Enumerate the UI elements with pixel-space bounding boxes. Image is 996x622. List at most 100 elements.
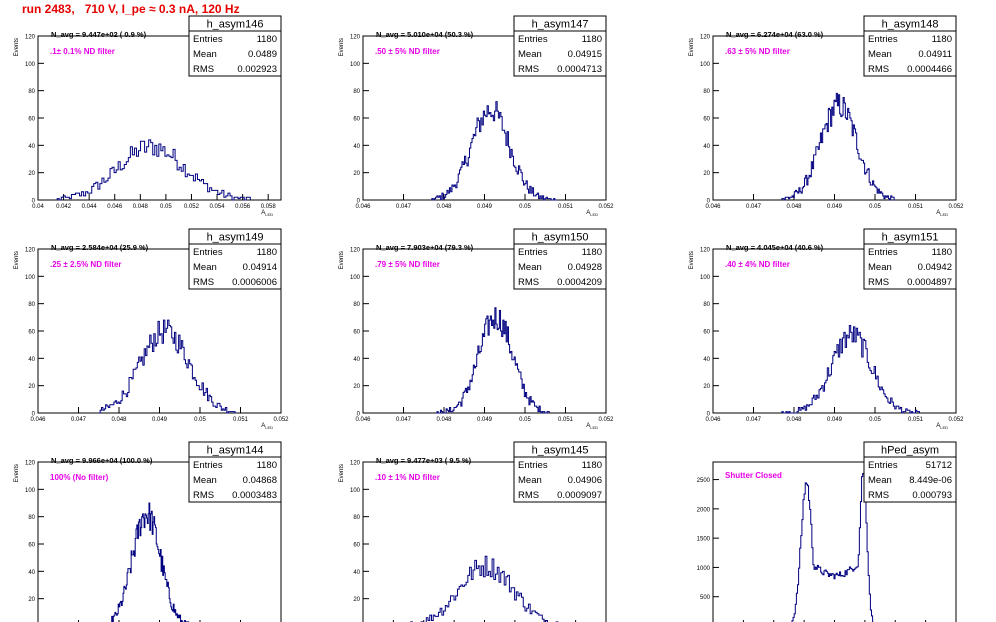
histogram-panel-h_asym145: 0204060801001200.0450.0460.0470.0480.049…: [339, 441, 607, 622]
x-tick-label: 0.048: [786, 204, 802, 210]
stats-label: RMS: [518, 64, 539, 75]
stats-value: 1180: [582, 460, 602, 471]
x-tick-label: 0.05: [869, 417, 881, 423]
histogram-series: [435, 307, 550, 414]
stats-box: [188, 15, 282, 77]
y-tick-label: 60: [28, 330, 35, 336]
y-tick-label: 60: [703, 330, 710, 336]
histogram-panel-h_asym149: 0 20 40 60 80 100 120 0.046 0.047 0.048 0.049 0.05 0…: [14, 228, 289, 430]
x-tick-label: 0.048: [436, 417, 452, 423]
filter-label: .79 ± 5% ND filter: [375, 260, 440, 269]
y-tick-label: 120: [350, 35, 361, 41]
n-avg-label: N_avg = 9.477e+03 ( 9.5 %): [376, 456, 472, 465]
stats-label: Mean: [193, 475, 217, 486]
stats-label: Entries: [193, 247, 223, 258]
y-tick-label: 40: [28, 570, 35, 576]
y-tick-label: 20: [353, 597, 360, 603]
histogram-panel-hPed_asym: 05001000150020002500-0.004-0.003-0.002-0…: [697, 441, 957, 622]
stats-value: 0.04928: [568, 262, 602, 273]
stats-value: 0.0489: [248, 49, 277, 60]
stats-label: RMS: [193, 490, 214, 501]
n-avg-label: N_avg = 4.045e+04 (40.6 %): [726, 243, 824, 252]
y-tick-label: 120: [25, 248, 36, 254]
x-tick-label: 0.054: [210, 204, 226, 210]
filter-label: .40 ± 4% ND filter: [725, 260, 790, 269]
stats-value: 0.0003483: [232, 490, 277, 501]
stats-label: Entries: [868, 247, 898, 258]
x-tick-label: 0.047: [746, 417, 762, 423]
y-tick-label: 60: [28, 543, 35, 549]
x-tick-label: 0.052: [948, 204, 964, 210]
y-tick-label: 120: [25, 35, 36, 41]
y-tick-label: 100: [700, 275, 711, 281]
stats-label: Entries: [518, 247, 548, 258]
y-tick-label: 40: [353, 357, 360, 363]
y-tick-label: 100: [350, 275, 361, 281]
x-tick-label: 0.048: [111, 417, 127, 423]
histogram-series: [791, 473, 875, 622]
stats-label: RMS: [868, 64, 889, 75]
y-tick-label: 20: [353, 384, 360, 390]
y-tick-label: 0: [32, 199, 36, 205]
y-tick-label: 0: [357, 199, 361, 205]
stats-value: 0.04906: [568, 475, 602, 486]
y-tick-label: 80: [353, 89, 360, 95]
x-tick-label: 0.05: [519, 417, 531, 423]
stats-label: RMS: [868, 490, 889, 501]
stats-label: RMS: [193, 277, 214, 288]
n-avg-label: N_avg = 9.447e+02 ( 0.9 %): [51, 30, 147, 39]
x-tick-label: 0.05: [194, 417, 206, 423]
histogram-title: hPed_asym: [881, 445, 939, 457]
y-axis-label: Events: [14, 464, 20, 482]
stats-label: Mean: [193, 49, 217, 60]
n-avg-label: N_avg = 2.584e+04 (25.9 %): [51, 243, 149, 252]
y-tick-label: 1000: [697, 566, 711, 572]
stats-box: [188, 441, 282, 503]
x-tick-label: 0.052: [598, 204, 614, 210]
y-tick-label: 80: [353, 302, 360, 308]
y-tick-label: 2500: [697, 478, 711, 484]
y-tick-label: 120: [700, 35, 711, 41]
filter-label: .50 ± 5% ND filter: [375, 47, 440, 56]
x-tick-label: 0.049: [827, 417, 843, 423]
histogram-series: [111, 502, 190, 622]
x-tick-label: 0.051: [908, 204, 924, 210]
y-tick-label: 0: [707, 199, 711, 205]
stats-value: 0.000793: [912, 490, 952, 501]
histogram-series: [410, 555, 559, 622]
y-tick-label: 100: [350, 62, 361, 68]
histogram-series: [98, 319, 237, 414]
x-tick-label: 0.046: [30, 417, 46, 423]
y-tick-label: 80: [28, 302, 35, 308]
stats-value: 1180: [582, 247, 602, 258]
stats-value: 0.04915: [568, 49, 602, 60]
stats-value: 1180: [932, 34, 952, 45]
x-axis-label: ALED: [261, 210, 273, 217]
y-tick-label: 80: [703, 89, 710, 95]
x-axis-label: ALED: [586, 423, 598, 430]
y-tick-label: 40: [28, 144, 35, 150]
stats-value: 1180: [257, 34, 277, 45]
stats-box: [863, 15, 957, 77]
plot-frame: [712, 461, 957, 622]
y-tick-label: 60: [353, 330, 360, 336]
y-tick-label: 80: [703, 302, 710, 308]
stats-value: 0.0004897: [907, 277, 952, 288]
y-axis-label: Events: [14, 38, 20, 56]
x-tick-label: 0.049: [477, 204, 493, 210]
filter-label: .63 ± 5% ND filter: [725, 47, 790, 56]
stats-box: [188, 228, 282, 290]
y-tick-label: 2000: [697, 507, 711, 513]
x-tick-label: 0.049: [152, 417, 168, 423]
stats-box: [513, 228, 607, 290]
histogram-panel-h_asym147: 0 20 40 60 80 100 120 0.046 0.047 0.048 0.049 0.05 0…: [339, 15, 614, 217]
stats-value: 51712: [926, 460, 952, 471]
y-tick-label: 500: [700, 595, 711, 601]
y-tick-label: 120: [350, 248, 361, 254]
stats-value: 0.04942: [918, 262, 952, 273]
stats-box: [513, 15, 607, 77]
histogram-title: h_asym145: [532, 445, 589, 457]
n-avg-label: N_avg = 6.274e+04 (63.0 %): [726, 30, 824, 39]
y-axis-label: Events: [339, 251, 345, 269]
